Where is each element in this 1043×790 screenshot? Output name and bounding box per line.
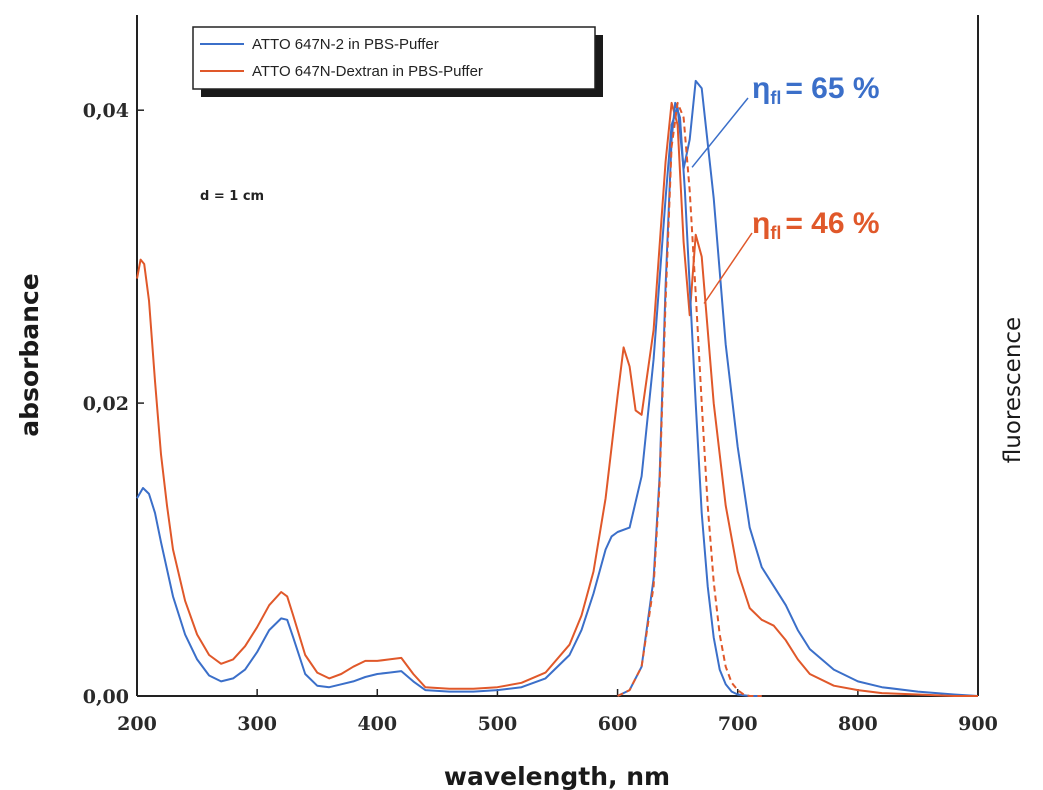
legend-label-atto-n2: ATTO 647N-2 in PBS-Puffer xyxy=(252,36,439,53)
qy-label: ηfl = 46 % xyxy=(752,207,880,243)
qy-annotation-atto-n2: ηfl = 65 % xyxy=(691,72,880,168)
legend-box xyxy=(192,26,596,90)
qy-subscript: fl xyxy=(770,88,781,108)
qy-annotation-atto-dextran: ηfl = 46 % xyxy=(703,207,880,304)
y-tick-label: 0,02 xyxy=(83,393,129,415)
y-tick-label: 0,04 xyxy=(83,100,129,122)
qy-value: = 46 % xyxy=(785,207,879,240)
path-length-note: d = 1 cm xyxy=(200,189,264,204)
qy-value: = 65 % xyxy=(785,72,879,105)
x-tick-label: 200 xyxy=(117,713,157,735)
tick-group: 200 300 400 500 600 700 800 900 0,00 0,02 0,04 xyxy=(83,100,998,735)
x-tick-label: 600 xyxy=(598,713,638,735)
series-line-absorbance-1 xyxy=(136,101,978,697)
x-tick-label: 700 xyxy=(718,713,758,735)
qy-leader-line xyxy=(691,97,749,168)
x-axis-title: wavelength, nm xyxy=(444,762,670,790)
x-tick-label: 500 xyxy=(478,713,518,735)
y-tick-label: 0,00 xyxy=(83,686,129,708)
qy-leader-line xyxy=(703,232,753,304)
x-tick-label: 400 xyxy=(357,713,397,735)
eta-symbol: η xyxy=(752,207,770,240)
legend: ATTO 647N-2 in PBS-Puffer ATTO 647N-Dext… xyxy=(192,26,603,97)
eta-symbol: η xyxy=(752,72,770,105)
series-line-absorbance-0 xyxy=(136,79,979,697)
y-axis-title-right: fluorescence xyxy=(1000,317,1026,463)
x-tick-label: 300 xyxy=(237,713,277,735)
x-tick-label: 800 xyxy=(838,713,878,735)
legend-label-atto-dextran: ATTO 647N-Dextran in PBS-Puffer xyxy=(252,63,483,80)
qy-label: ηfl = 65 % xyxy=(752,72,880,108)
x-tick-label: 900 xyxy=(958,713,998,735)
y-axis-title: absorbance xyxy=(15,273,44,437)
qy-subscript: fl xyxy=(770,223,781,243)
series-line-fluorescence-3 xyxy=(617,101,762,697)
series-group xyxy=(136,79,979,697)
